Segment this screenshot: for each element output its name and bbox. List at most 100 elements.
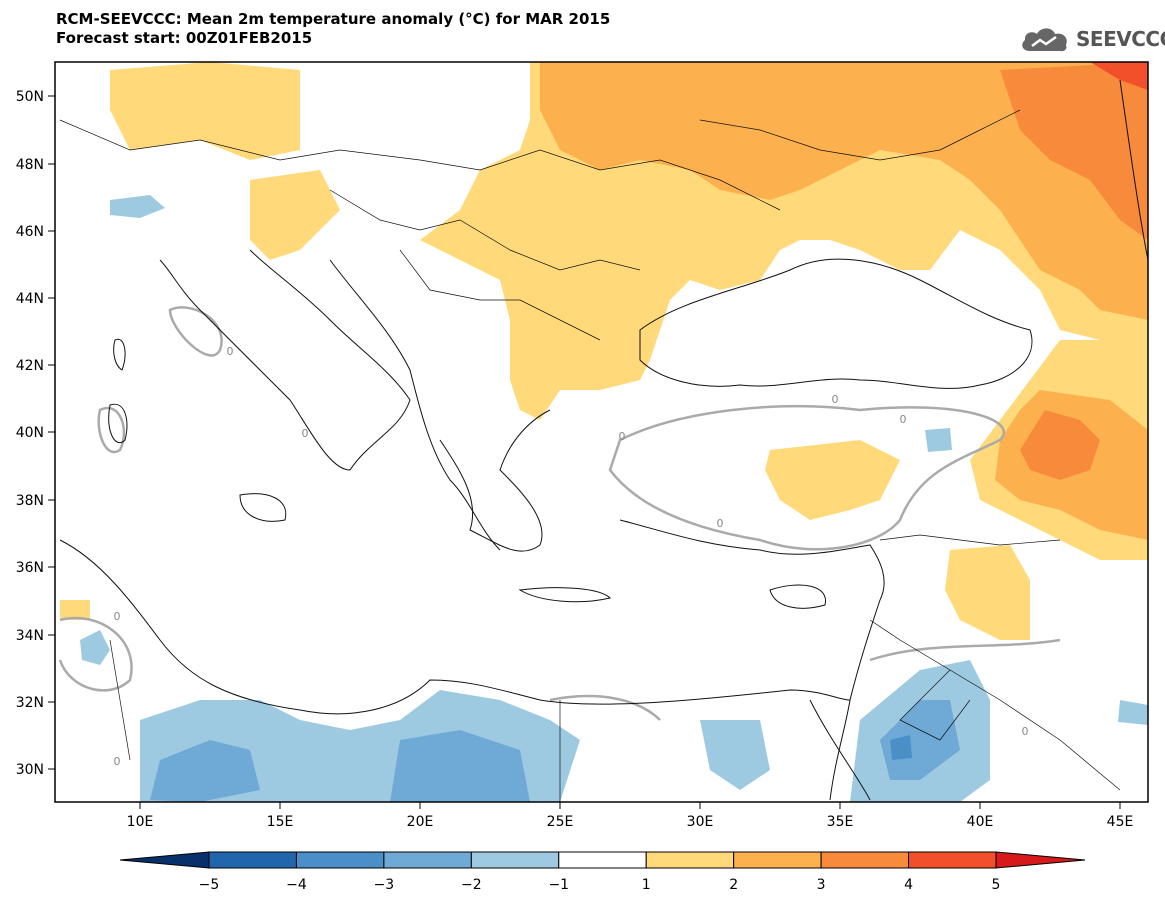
colorbar-segment [820,851,910,869]
ukraine-russia-border [699,109,1021,161]
cool-anomaly-egypt [700,720,770,790]
contour-labels: 0 0 0 0 0 0 0 0 0 [114,345,1029,768]
contour-label-zero: 0 [619,430,626,443]
seevccc-logo: SEEVCCC [1018,22,1165,56]
lat-label: 38N [16,493,44,509]
greece-coast [439,409,551,552]
lat-label: 30N [16,762,44,778]
colorbar-segment [908,851,997,869]
zero-contour-sardinia [97,406,126,454]
latitude-axis: 50N 48N 46N 44N 42N 40N 38N 36N 34N 32N 30N [16,89,55,778]
warm-anomaly-2-3-northeast [540,62,1148,320]
sardinia-coast [108,403,128,443]
contour-label-zero: 0 [832,393,839,406]
turkey-south-coast [619,519,885,601]
contour-label-zero: 0 [717,517,724,530]
balkan-borders [399,249,601,341]
arabia-borders [869,619,1121,791]
colorbar-arrow-low [119,851,210,869]
zero-contour-arabia [869,638,1061,662]
crete-coast [518,587,611,603]
colorbar-label: 4 [904,877,913,893]
colorbar-label: 1 [642,877,651,893]
colorbar-segment [208,851,297,869]
cool-anomaly-tunisia [80,630,110,665]
lon-label: 25E [547,814,574,830]
central-europe-border [329,189,641,271]
warm-anomaly-alps [250,170,340,260]
cool-anomaly-arabia-east [1118,700,1148,725]
contour-label-zero: 0 [900,413,907,426]
contour-label-zero: 0 [1022,725,1029,738]
colorbar-label: 3 [817,877,826,893]
zero-contour-egypt [549,694,661,721]
lon-label: 10E [127,814,154,830]
turkey-syria-border [879,534,1061,546]
anomaly-fields [60,62,1148,802]
colorbar-label: 2 [729,877,738,893]
cool-anomaly-arabia-core [890,735,912,760]
cool-anomaly-libya-deeper [150,740,260,802]
borders [59,109,1121,802]
warm-anomaly-3-4-east [1020,410,1100,480]
warm-anomaly-4-5-northeast [1090,62,1148,90]
warm-anomaly-syria [945,545,1030,640]
contour-label-zero: 0 [227,345,234,358]
colorbar-label: −5 [199,877,220,893]
lat-label: 34N [16,628,44,644]
zero-contour-italy [168,306,223,357]
colorbar-label: −4 [286,877,307,893]
colorbar-segment [470,851,560,869]
coastlines [59,79,1148,801]
corsica-coast [113,338,126,371]
europe-borders [59,119,781,211]
lon-label: 15E [267,814,294,830]
longitude-axis: 10E 15E 20E 25E 30E 35E 40E 45E [127,802,1134,830]
warm-anomaly-3-4-northeast [1000,62,1148,240]
lon-label: 45E [1107,814,1134,830]
lat-label: 36N [16,560,44,576]
forecast-start-subtitle: Forecast start: 00Z01FEB2015 [56,29,313,47]
warm-anomaly-libya-coast [60,600,90,620]
colorbar-segment [645,851,735,869]
jordan-border [899,669,971,741]
colorbar-label: −2 [461,877,482,893]
black-sea-coast [639,258,1033,389]
lat-label: 42N [16,358,44,374]
lon-label: 30E [687,814,714,830]
lat-label: 32N [16,695,44,711]
caspian-coast [1119,79,1148,261]
colorbar-label: −3 [374,877,395,893]
colorbar-label: 5 [992,877,1001,893]
zero-contour-anatolia [608,405,1006,551]
colorbar-arrow-high [995,851,1086,869]
colorbar: −5 −4 −3 −2 −1 1 2 3 4 5 [119,851,1086,893]
lon-label: 40E [967,814,994,830]
colorbar-segment [733,851,822,869]
cool-anomaly-egypt-coast [390,730,530,802]
lat-label: 50N [16,89,44,105]
zero-contour-libya [58,616,133,692]
lon-label: 20E [407,814,434,830]
colorbar-label: −1 [548,877,569,893]
africa-coast [59,539,851,715]
colorbar-segment [295,851,385,869]
lat-label: 44N [16,291,44,307]
lat-label: 40N [16,425,44,441]
red-sea-coast [809,699,871,801]
colorbar-segment [383,851,472,869]
libya-border [109,639,131,761]
balkans-coast [329,259,501,551]
contour-label-zero: 0 [114,755,121,768]
lat-label: 46N [16,224,44,240]
cyprus-coast [769,584,826,609]
contour-label-zero: 0 [114,610,121,623]
logo-text: SEEVCCC [1076,27,1165,51]
warm-anomaly-anatolia [765,440,900,520]
contour-label-zero: 0 [302,427,309,440]
warm-anomaly-germany [110,62,300,160]
map-title: RCM-SEEVCCC: Mean 2m temperature anomaly… [56,10,611,28]
cool-anomaly-turkey [925,428,952,452]
italy-coast [159,249,411,471]
